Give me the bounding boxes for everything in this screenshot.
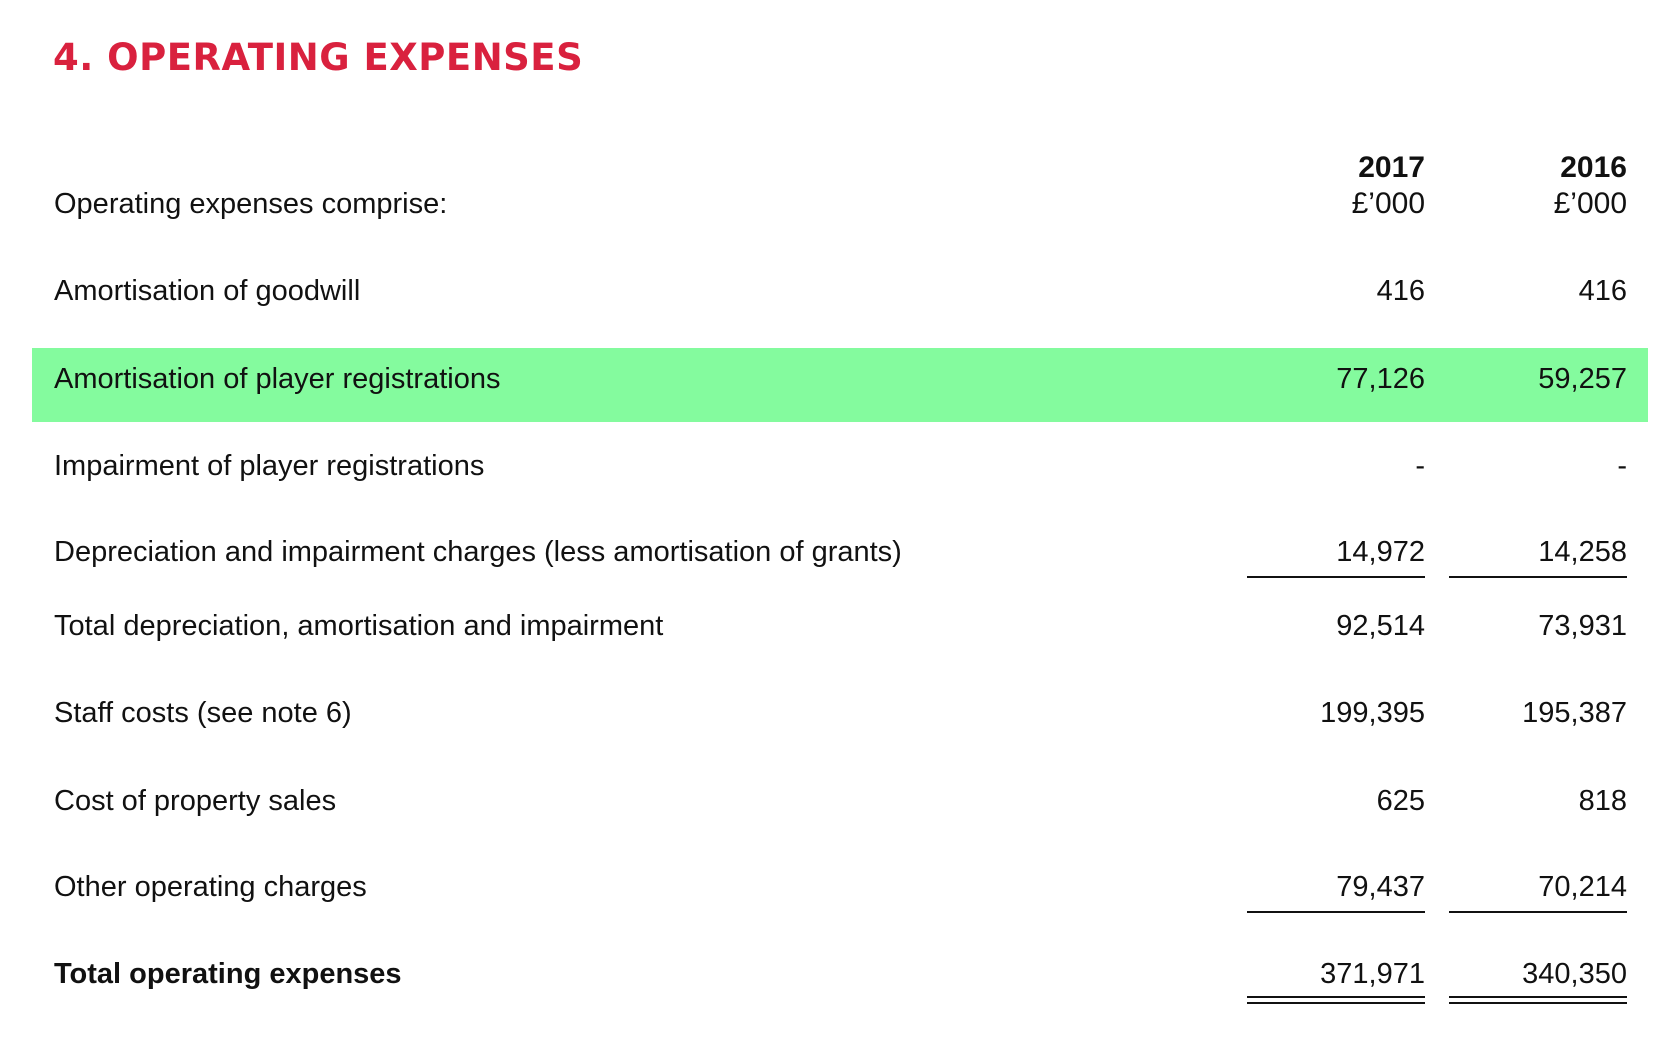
row-value-2017: 79,437 — [1336, 871, 1425, 903]
row-value-2016: 340,350 — [1522, 958, 1627, 990]
column-header-2017: 2017 £’000 — [1225, 150, 1425, 222]
row-label: Other operating charges — [54, 871, 367, 903]
row-label: Amortisation of goodwill — [54, 275, 361, 307]
row-value-2016: - — [1617, 450, 1627, 482]
row-value-2016: 416 — [1578, 275, 1627, 307]
row-label: Total depreciation, amortisation and imp… — [54, 610, 664, 642]
row-label: Depreciation and impairment charges (les… — [54, 536, 902, 568]
column-year: 2017 — [1358, 151, 1425, 184]
row-value-2016: 818 — [1578, 785, 1627, 817]
row-label: Staff costs (see note 6) — [54, 697, 352, 729]
total-double-rule — [1449, 996, 1627, 1004]
subtotal-rule — [1247, 911, 1425, 913]
row-value-2017: 199,395 — [1320, 697, 1425, 729]
total-double-rule — [1247, 996, 1425, 1004]
row-value-2016: 70,214 — [1538, 871, 1627, 903]
row-value-2016: 14,258 — [1538, 536, 1627, 568]
row-value-2016: 73,931 — [1538, 610, 1627, 642]
subtotal-rule — [1449, 911, 1627, 913]
row-label: Amortisation of player registrations — [54, 363, 501, 395]
row-value-2017: 77,126 — [1336, 363, 1425, 395]
column-header-2016: 2016 £’000 — [1427, 150, 1627, 222]
subtotal-rule — [1247, 576, 1425, 578]
section-title: 4. OPERATING EXPENSES — [53, 36, 584, 79]
row-value-2017: - — [1415, 450, 1425, 482]
subtotal-rule — [1449, 576, 1627, 578]
row-value-2017: 92,514 — [1336, 610, 1425, 642]
row-label: Impairment of player registrations — [54, 450, 485, 482]
row-value-2016: 195,387 — [1522, 697, 1627, 729]
column-unit: £’000 — [1351, 187, 1425, 220]
row-value-2016: 59,257 — [1538, 363, 1627, 395]
row-value-2017: 14,972 — [1336, 536, 1425, 568]
row-highlight — [32, 348, 1648, 422]
column-unit: £’000 — [1553, 187, 1627, 220]
intro-text: Operating expenses comprise: — [54, 188, 448, 220]
row-value-2017: 416 — [1376, 275, 1425, 307]
row-value-2017: 371,971 — [1320, 958, 1425, 990]
row-label-total: Total operating expenses — [54, 958, 402, 990]
row-value-2017: 625 — [1376, 785, 1425, 817]
column-year: 2016 — [1560, 151, 1627, 184]
row-label: Cost of property sales — [54, 785, 337, 817]
